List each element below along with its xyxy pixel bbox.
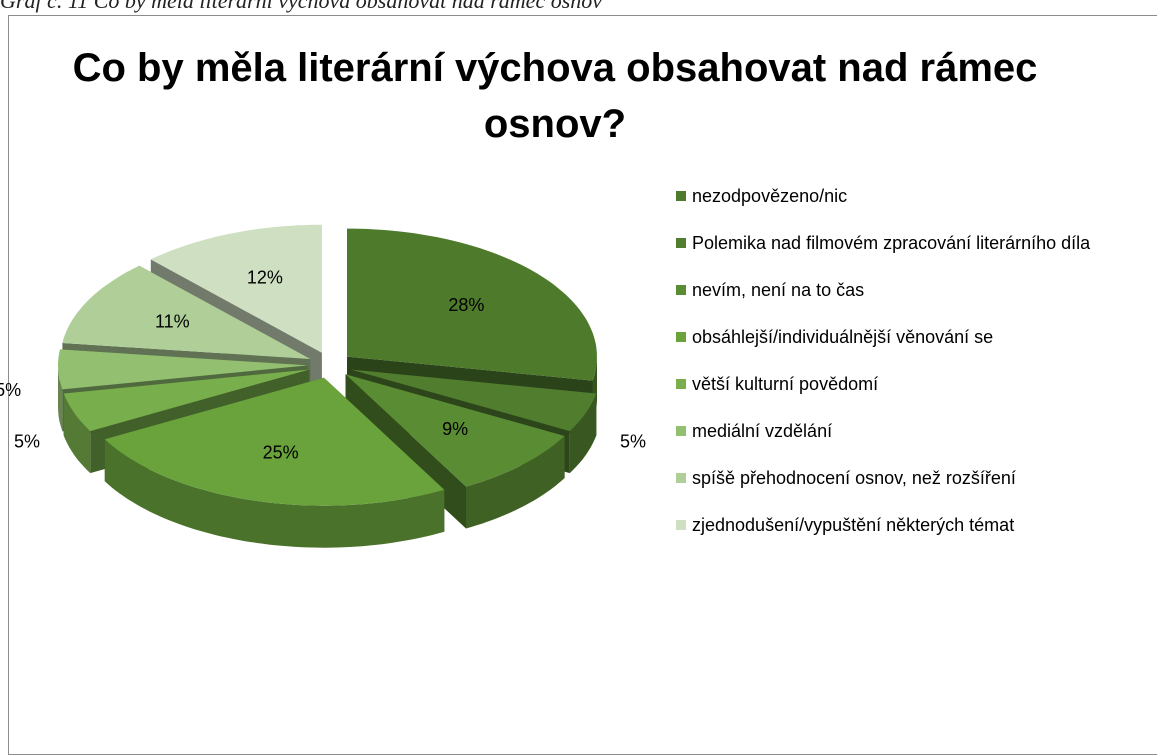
legend-swatch <box>676 520 686 530</box>
legend-label: mediální vzdělání <box>692 421 833 441</box>
slice-top <box>62 265 311 359</box>
legend-item: mediální vzdělání <box>676 419 1116 443</box>
data-label: 5% <box>0 380 21 400</box>
data-label: 25% <box>263 443 299 463</box>
chart-title: Co by měla literární výchova obsahovat n… <box>72 46 1038 146</box>
legend-swatch <box>676 426 686 436</box>
legend-swatch <box>676 473 686 483</box>
legend-item: obsáhlejší/individuálnější věnování se <box>676 325 1116 349</box>
legend-item: nevím, není na to čas <box>676 278 1116 302</box>
data-label: 9% <box>442 419 468 439</box>
legend-swatch <box>676 285 686 295</box>
slice-side <box>63 393 91 474</box>
slice-top <box>345 374 565 487</box>
legend-label: větší kulturní povědomí <box>692 374 879 394</box>
slice-side <box>104 439 445 548</box>
legend-label: obsáhlejší/individuálnější věnování se <box>692 327 994 347</box>
legend-swatch <box>676 379 686 389</box>
legend-label: spíšě přehodnocení osnov, než rozšíření <box>692 468 1016 488</box>
slice-top <box>104 377 445 506</box>
legend-swatch <box>676 332 686 342</box>
legend-label: zjednodušení/vypuštění některých témat <box>692 515 1015 535</box>
slice-side <box>466 436 565 529</box>
legend-label: nezodpovězeno/nic <box>692 186 848 206</box>
legend-item: nezodpovězeno/nic <box>676 184 1116 208</box>
legend-item: větší kulturní povědomí <box>676 372 1116 396</box>
legend-item: Polemika nad filmovém zpracování literár… <box>676 231 1116 255</box>
legend-item: spíšě přehodnocení osnov, než rozšíření <box>676 466 1116 490</box>
slice-top <box>347 228 597 381</box>
legend: nezodpovězeno/nic Polemika nad filmovém z… <box>676 184 1116 537</box>
legend-swatch <box>676 191 686 201</box>
slice-side <box>569 393 597 474</box>
data-label: 11% <box>155 312 190 332</box>
legend-swatch <box>676 238 686 248</box>
data-label: 12% <box>247 268 283 288</box>
slice-top <box>63 369 310 432</box>
legend-label: Polemika nad filmovém zpracování literár… <box>692 233 1091 253</box>
data-label: 28% <box>448 295 484 315</box>
slice-side <box>58 365 63 432</box>
slice <box>104 377 445 548</box>
slice-top <box>58 349 308 390</box>
data-label: 5% <box>14 431 40 451</box>
legend-label: nevím, není na to čas <box>692 280 865 300</box>
data-label: 5% <box>620 431 646 451</box>
slice-top <box>150 224 322 353</box>
caption: Graf č. 11 Co by měla literární výchova … <box>0 0 603 13</box>
legend-item: zjednodušení/vypuštění některých témat <box>676 513 1116 537</box>
slice-top <box>350 369 597 432</box>
